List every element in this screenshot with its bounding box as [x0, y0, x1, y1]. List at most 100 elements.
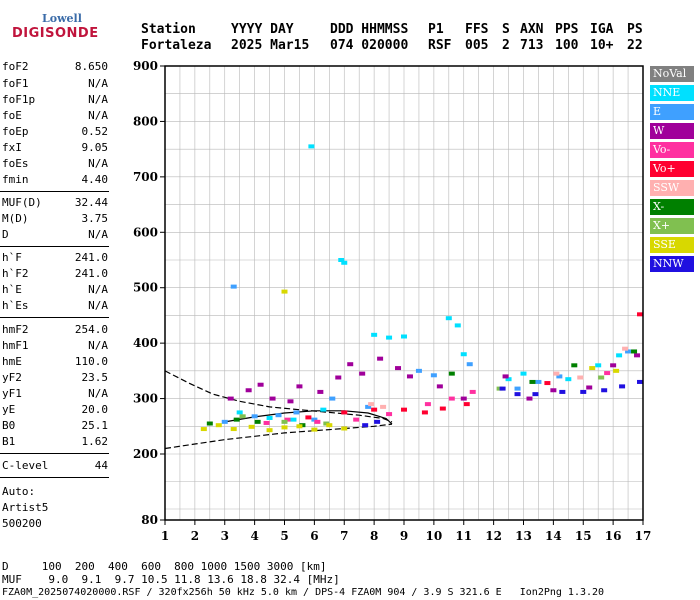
echo-point-sse	[296, 424, 303, 429]
echo-point-x-	[529, 379, 536, 384]
x-tick-label: 17	[635, 529, 652, 543]
echo-point-e	[275, 413, 282, 418]
footer-file-info: FZA0M_2025074020000.RSF / 320fx256h 50 k…	[2, 587, 605, 598]
echo-point-w	[634, 353, 641, 358]
x-tick-label: 4	[250, 529, 258, 543]
echo-point-e	[251, 414, 258, 419]
echo-point-e	[466, 362, 473, 367]
echo-point-ssw	[368, 402, 375, 407]
y-tick-label: 300	[133, 392, 158, 406]
echo-point-sse	[281, 289, 288, 294]
echo-point-x-	[233, 417, 240, 422]
param-hF2: h`F2 241.0	[2, 267, 108, 280]
echo-point-vo-	[421, 410, 428, 415]
echo-point-w	[269, 396, 276, 401]
echo-point-vo-	[637, 312, 644, 317]
param-foF1p: foF1p N/A	[2, 93, 108, 106]
x-tick-label: 11	[455, 529, 472, 543]
echo-point-vo-	[439, 406, 446, 411]
logo-lowell-text: Lowell	[42, 12, 82, 25]
echo-point-w	[377, 356, 384, 361]
echo-point-x-	[448, 371, 455, 376]
echo-point-ssw	[553, 371, 560, 376]
echo-point-nnw	[637, 379, 644, 384]
param-hE: h`E N/A	[2, 283, 108, 296]
echo-point-nnw	[580, 389, 587, 394]
echo-point-w	[395, 366, 402, 371]
echo-point-nne	[445, 316, 452, 321]
param-fmin: fmin 4.40	[2, 173, 108, 186]
param-B0: B0 25.1	[2, 419, 108, 432]
echo-point-w	[502, 374, 509, 379]
echo-point-vo-	[544, 381, 551, 386]
x-tick-label: 12	[485, 529, 502, 543]
echo-point-x-	[598, 375, 605, 380]
echo-point-e	[514, 386, 521, 391]
header-ps-label: PS	[627, 22, 643, 37]
echo-point-vo-	[604, 371, 611, 376]
echo-point-w	[245, 388, 252, 393]
echo-point-w	[257, 382, 264, 387]
echo-point-nnw	[514, 392, 521, 397]
echo-point-vo-	[401, 407, 407, 412]
param-foF2: foF2 8.650	[2, 60, 108, 73]
echo-point-e	[293, 410, 300, 415]
param-foE: foE N/A	[2, 109, 108, 122]
header-date-value: 2025 Mar15	[231, 38, 310, 53]
header-iga-label: IGA	[590, 22, 614, 37]
x-tick-label: 8	[370, 529, 378, 543]
header-pps-value: 100	[555, 38, 579, 53]
echo-point-vo-	[371, 407, 378, 412]
param-D: D N/A	[2, 228, 108, 241]
header-p1-label: P1	[428, 22, 444, 37]
header-s-value: 2	[502, 38, 510, 53]
echo-point-nne	[454, 323, 461, 328]
echo-point-sse	[248, 424, 255, 429]
footer-distance-row: D 100 200 400 600 800 1000 1500 3000 [km…	[2, 560, 327, 573]
param-M-D: M(D) 3.75	[2, 212, 108, 225]
param-foF1: foF1 N/A	[2, 77, 108, 90]
header-iga-value: 10+	[590, 38, 614, 53]
param-MUF-D: MUF(D) 32.44	[2, 196, 108, 209]
echo-point-nne	[565, 377, 572, 382]
echo-point-w	[317, 389, 324, 394]
y-tick-label: 700	[133, 170, 158, 184]
echo-point-vo-	[314, 419, 321, 424]
echo-point-sse	[200, 427, 207, 432]
echo-point-w	[436, 384, 443, 389]
param-divider	[0, 191, 109, 192]
echo-point-w	[610, 363, 617, 368]
echo-point-w	[227, 396, 234, 401]
echo-point-w	[347, 362, 354, 367]
footer-muf-row: MUF 9.0 9.1 9.7 10.5 11.8 13.6 18.8 32.4…	[2, 573, 340, 586]
x-tick-label: 3	[221, 529, 229, 543]
echo-point-vo-	[263, 420, 270, 425]
echo-point-e	[230, 284, 237, 289]
echo-point-nne	[266, 415, 273, 420]
header-station-label: Station	[141, 22, 196, 37]
echo-point-nnw	[619, 384, 626, 389]
legend-item-vo-: Vo+	[650, 161, 694, 177]
echo-point-w	[550, 388, 557, 393]
echo-point-nne	[460, 352, 467, 357]
echo-point-x-	[631, 349, 638, 354]
echo-point-e	[365, 404, 372, 409]
param-divider	[0, 453, 109, 454]
echo-point-nne	[338, 258, 345, 262]
echo-point-ssw	[577, 375, 584, 380]
echo-point-nne	[401, 334, 407, 339]
echo-point-ssw	[622, 346, 629, 351]
autoscale-artist: Artist5	[2, 501, 49, 514]
x-tick-label: 13	[515, 529, 532, 543]
echo-point-nne	[236, 410, 243, 415]
echo-point-nne	[371, 332, 378, 337]
echo-point-vo-	[424, 402, 431, 407]
echo-point-nne	[320, 407, 327, 412]
plot-frame	[164, 65, 644, 521]
y-tick-label: 900	[133, 59, 158, 73]
profile-curve	[164, 423, 393, 450]
param-hmF2: hmF2 254.0	[2, 323, 108, 336]
param-yF1: yF1 N/A	[2, 387, 108, 400]
echo-point-w	[406, 374, 413, 379]
